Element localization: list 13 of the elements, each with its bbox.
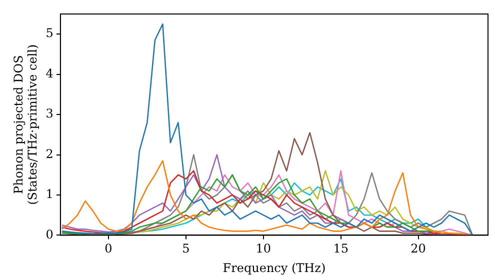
x-tick-label: 15 xyxy=(333,242,348,256)
y-tick-label: 4 xyxy=(46,66,54,80)
x-tick-label: 0 xyxy=(104,242,112,256)
y-tick-label: 2 xyxy=(46,146,54,161)
x-tick-label: 5 xyxy=(182,242,190,256)
x-tick-label: 10 xyxy=(256,242,272,256)
x-tick-label: 20 xyxy=(410,242,426,256)
y-axis-title: Phonon projected DOS (States/THz·primitive cell) xyxy=(11,44,40,205)
y-tick-label: 0 xyxy=(46,227,54,242)
y-tick-label: 3 xyxy=(46,106,54,121)
x-axis-title: Frequency (THz) xyxy=(222,260,326,275)
y-tick-label: 5 xyxy=(46,26,54,40)
y-tick-label: 1 xyxy=(46,187,54,202)
